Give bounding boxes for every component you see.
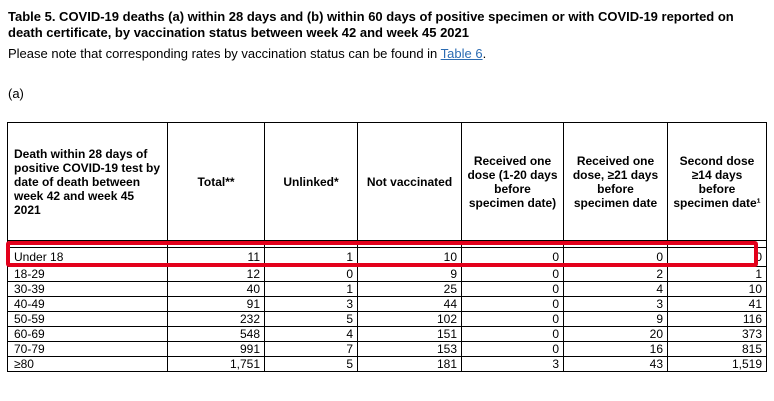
- value-cell: 0: [461, 296, 564, 312]
- value-cell: 3: [264, 296, 358, 312]
- value-cell: 25: [357, 281, 462, 297]
- value-cell: 1: [264, 247, 358, 267]
- value-cell: 3: [461, 356, 564, 372]
- value-cell: 1: [667, 266, 767, 282]
- header-cell: Received one dose (1-20 days before spec…: [461, 122, 564, 241]
- value-cell: 9: [563, 311, 668, 327]
- value-cell: 5: [264, 311, 358, 327]
- value-cell: 0: [461, 266, 564, 282]
- age-group-cell: 18-29: [7, 266, 168, 282]
- header-cell: Received one dose, ≥21 days before speci…: [563, 122, 668, 241]
- header-cell: Unlinked*: [264, 122, 358, 241]
- value-cell: 1,751: [167, 356, 265, 372]
- header-cell: Not vaccinated: [357, 122, 462, 241]
- table-row: 18-29 12 0 9 0 2 1: [7, 266, 767, 282]
- table-row: 60-69 548 4 151 0 20 373: [7, 326, 767, 342]
- value-cell: 4: [264, 326, 358, 342]
- value-cell: 0: [264, 266, 358, 282]
- value-cell: 991: [167, 341, 265, 357]
- value-cell: 5: [264, 356, 358, 372]
- age-group-cell: 60-69: [7, 326, 168, 342]
- note-text: Please note that corresponding rates by …: [8, 46, 487, 61]
- value-cell: 0: [461, 326, 564, 342]
- value-cell: 1: [264, 281, 358, 297]
- table-row: 30-39 40 1 25 0 4 10: [7, 281, 767, 297]
- value-cell: 181: [357, 356, 462, 372]
- header-cell: Total**: [167, 122, 265, 241]
- value-cell: 0: [461, 281, 564, 297]
- age-group-cell: 70-79: [7, 341, 168, 357]
- value-cell: 102: [357, 311, 462, 327]
- age-group-cell: 30-39: [7, 281, 168, 297]
- table-6-link[interactable]: Table 6: [440, 46, 483, 61]
- value-cell: 1,519: [667, 356, 767, 372]
- value-cell: 9: [357, 266, 462, 282]
- value-cell: 16: [563, 341, 668, 357]
- table-row: ≥80 1,751 5 181 3 43 1,519: [7, 356, 767, 372]
- value-cell: 20: [563, 326, 668, 342]
- value-cell: 548: [167, 326, 265, 342]
- table-row: Under 18 11 1 10 0 0 0: [7, 247, 767, 267]
- table-row: 50-59 232 5 102 0 9 116: [7, 311, 767, 327]
- value-cell: 0: [667, 247, 767, 267]
- value-cell: 373: [667, 326, 767, 342]
- value-cell: 10: [667, 281, 767, 297]
- value-cell: 44: [357, 296, 462, 312]
- deaths-table: Death within 28 days of positive COVID-1…: [7, 122, 767, 372]
- header-cell: Second dose ≥14 days before specimen dat…: [667, 122, 767, 241]
- age-group-cell: ≥80: [7, 356, 168, 372]
- value-cell: 0: [461, 247, 564, 267]
- header-row: Death within 28 days of positive COVID-1…: [7, 122, 767, 241]
- value-cell: 4: [563, 281, 668, 297]
- value-cell: 12: [167, 266, 265, 282]
- value-cell: 153: [357, 341, 462, 357]
- value-cell: 41: [667, 296, 767, 312]
- subheading: (a): [8, 86, 24, 101]
- age-group-cell: 40-49: [7, 296, 168, 312]
- age-group-cell: Under 18: [7, 247, 168, 267]
- value-cell: 10: [357, 247, 462, 267]
- value-cell: 815: [667, 341, 767, 357]
- value-cell: 40: [167, 281, 265, 297]
- value-cell: 91: [167, 296, 265, 312]
- value-cell: 2: [563, 266, 668, 282]
- value-cell: 151: [357, 326, 462, 342]
- value-cell: 3: [563, 296, 668, 312]
- table-title: Table 5. COVID-19 deaths (a) within 28 d…: [8, 9, 734, 40]
- value-cell: 232: [167, 311, 265, 327]
- age-group-cell: 50-59: [7, 311, 168, 327]
- table-row: 40-49 91 3 44 0 3 41: [7, 296, 767, 312]
- value-cell: 11: [167, 247, 265, 267]
- value-cell: 0: [461, 341, 564, 357]
- header-cell: Death within 28 days of positive COVID-1…: [7, 122, 168, 241]
- value-cell: 43: [563, 356, 668, 372]
- value-cell: 0: [461, 311, 564, 327]
- value-cell: 7: [264, 341, 358, 357]
- value-cell: 116: [667, 311, 767, 327]
- value-cell: 0: [563, 247, 668, 267]
- table-row: 70-79 991 7 153 0 16 815: [7, 341, 767, 357]
